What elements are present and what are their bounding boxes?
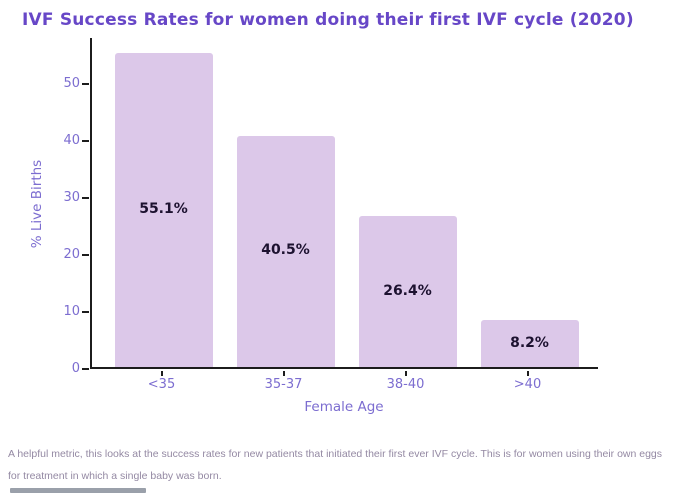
x-axis-label: Female Age xyxy=(304,399,384,415)
chart-title: IVF Success Rates for women doing their … xyxy=(22,10,634,30)
bar-value-label: 8.2% xyxy=(510,334,549,351)
y-tick-mark xyxy=(82,196,89,199)
bar-value-label: 26.4% xyxy=(383,282,432,299)
y-tick-mark xyxy=(82,139,89,142)
y-tick-mark xyxy=(82,82,89,85)
x-tick-label: 38-40 xyxy=(386,377,425,392)
y-tick-mark xyxy=(82,368,89,370)
y-tick-label: 20 xyxy=(63,246,80,262)
bar->40: 8.2% xyxy=(480,320,579,367)
x-tick-label: 35-37 xyxy=(264,377,303,392)
y-tick-label: 30 xyxy=(63,189,80,205)
bar-value-label: 40.5% xyxy=(261,242,310,259)
footer-note: A helpful metric, this looks at the succ… xyxy=(8,448,663,482)
x-tick-label: >40 xyxy=(513,377,542,392)
bar-38-40: 26.4% xyxy=(358,216,457,367)
y-tick-label: 10 xyxy=(63,303,80,319)
y-tick-label: 0 xyxy=(71,361,80,376)
x-tick-mark xyxy=(282,371,285,376)
x-tick-mark xyxy=(526,371,529,376)
horizontal-scrollbar-thumb[interactable] xyxy=(10,488,146,493)
x-tick-label: <35 xyxy=(147,377,176,392)
bar-value-label: 55.1% xyxy=(139,200,188,217)
x-tick-mark xyxy=(160,371,163,376)
y-tick-label: 50 xyxy=(63,75,80,91)
bar-35-37: 40.5% xyxy=(236,135,335,367)
bar-<35: 55.1% xyxy=(114,52,213,367)
y-tick-label: 40 xyxy=(63,132,80,148)
y-tick-mark xyxy=(82,253,89,256)
plot-area: 55.1% 40.5% 26.4% 8.2% xyxy=(90,38,598,369)
y-tick-mark xyxy=(82,310,89,313)
x-tick-mark xyxy=(404,371,407,376)
